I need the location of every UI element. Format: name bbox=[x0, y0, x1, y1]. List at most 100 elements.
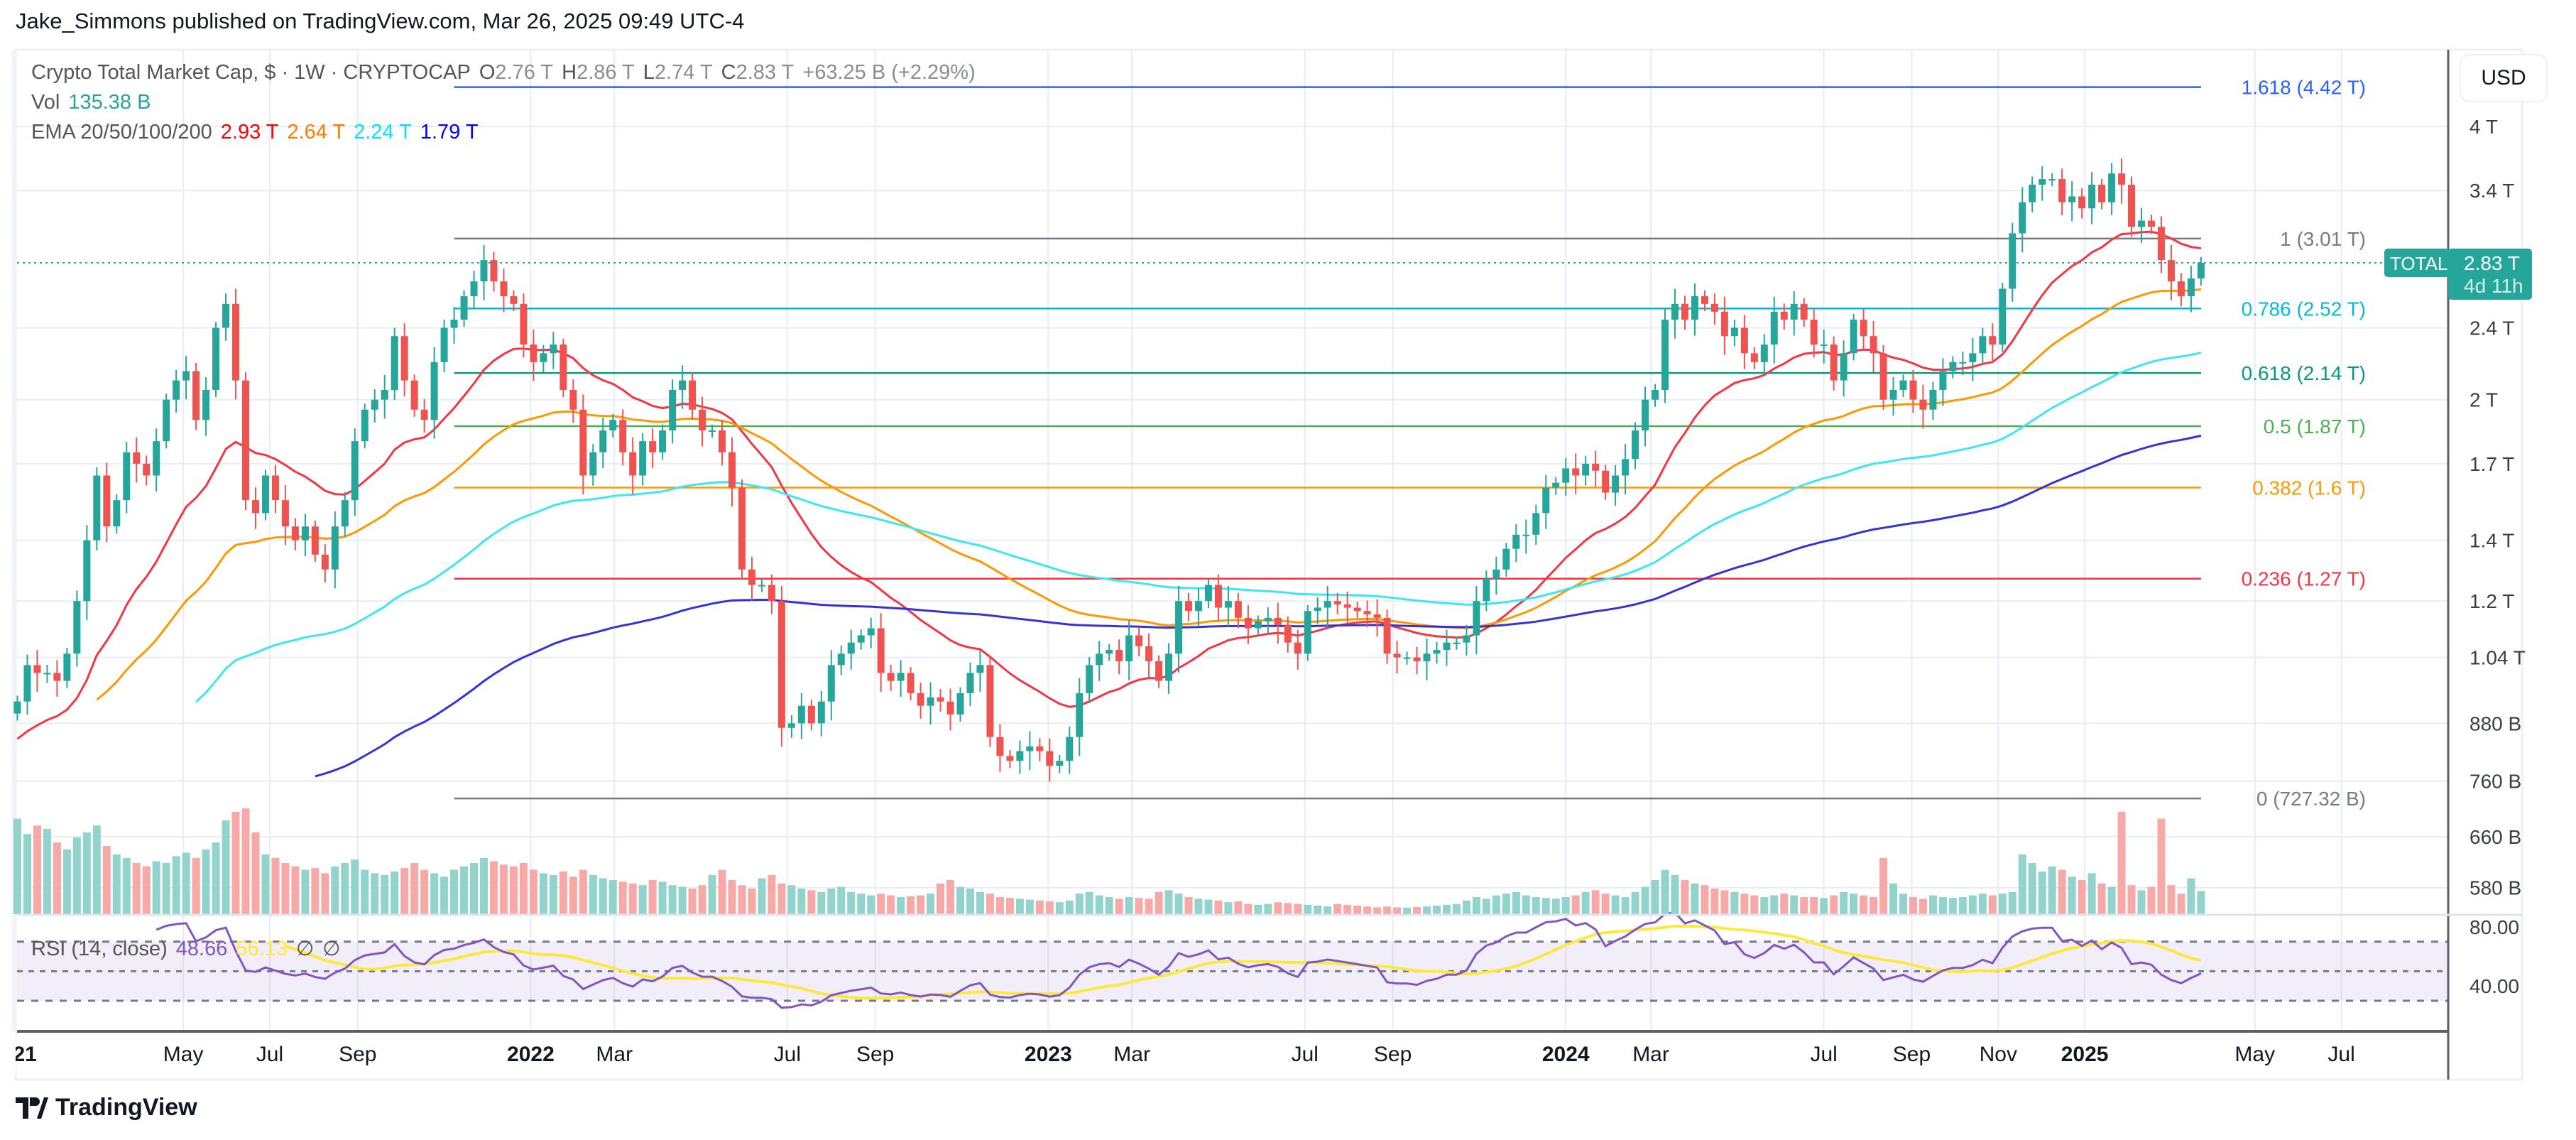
candle-body bbox=[1274, 617, 1282, 625]
volume-bar bbox=[2117, 812, 2126, 914]
candle bbox=[1234, 592, 1242, 628]
candle bbox=[2088, 172, 2096, 224]
candle-body bbox=[1522, 534, 1530, 536]
y-tick-label: 760 B bbox=[2469, 771, 2521, 793]
candle-body bbox=[1204, 585, 1212, 602]
volume-bar bbox=[162, 863, 170, 914]
candle bbox=[1760, 334, 1768, 376]
y-tick-label: 3.4 T bbox=[2469, 180, 2514, 202]
candle-body bbox=[1572, 468, 1580, 476]
candle bbox=[83, 525, 91, 620]
volume-bar bbox=[430, 873, 439, 914]
volume-bar bbox=[2157, 818, 2166, 914]
y-tick-label: 880 B bbox=[2469, 712, 2521, 734]
tradingview-logo[interactable]: TradingView bbox=[16, 1094, 197, 1122]
candle bbox=[1413, 646, 1421, 675]
rsi-ma-line bbox=[285, 924, 2202, 1000]
volume-bar bbox=[1274, 902, 1282, 914]
volume-bar bbox=[1740, 894, 1749, 914]
candle-body bbox=[261, 475, 269, 514]
candle-body bbox=[182, 371, 190, 381]
candle-body bbox=[1760, 344, 1768, 362]
candle-body bbox=[2157, 227, 2165, 261]
volume-bar bbox=[1333, 903, 1342, 914]
candle bbox=[1949, 356, 1957, 379]
candle-body bbox=[1304, 611, 1311, 654]
candle-body bbox=[2048, 179, 2056, 181]
volume-bar bbox=[1611, 895, 1620, 914]
volume-bar bbox=[2078, 880, 2086, 914]
symbol-legend[interactable]: Crypto Total Market Cap, $ · 1W · CRYPTO… bbox=[31, 61, 984, 85]
candle bbox=[599, 417, 607, 469]
candle bbox=[2177, 273, 2185, 307]
candle-body bbox=[2019, 202, 2026, 234]
volume-bar bbox=[867, 895, 875, 914]
candle-body bbox=[1036, 746, 1044, 751]
volume-bar bbox=[2197, 891, 2205, 914]
currency-button[interactable]: USD bbox=[2460, 54, 2548, 102]
volume-bar bbox=[519, 863, 528, 914]
candle-body bbox=[410, 380, 418, 410]
candle-body bbox=[797, 705, 805, 724]
candle-body bbox=[1929, 389, 1937, 410]
x-tick-label: Jul bbox=[1810, 1043, 1837, 1066]
candle-body bbox=[2137, 220, 2145, 227]
volume-bar bbox=[787, 885, 796, 914]
close-value: 2.83 T bbox=[736, 61, 795, 84]
volume-bar bbox=[1135, 898, 1143, 914]
candle-body bbox=[1264, 617, 1272, 621]
volume-legend[interactable]: Vol 135.38 B bbox=[31, 91, 159, 114]
volume-bar bbox=[261, 854, 270, 914]
rsi-ma-value: 56.13 bbox=[236, 938, 288, 960]
candle-body bbox=[2029, 185, 2036, 202]
candle-body bbox=[1671, 303, 1679, 320]
volume-bar bbox=[202, 849, 210, 914]
volume-bar bbox=[847, 891, 856, 914]
volume-bar bbox=[251, 832, 260, 914]
candle-body bbox=[1363, 611, 1371, 615]
ema-label: EMA 20/50/100/200 bbox=[31, 121, 212, 143]
candle-body bbox=[847, 642, 855, 654]
rsi-legend[interactable]: RSI (14, close) 48.66 56.13 ∅ ∅ bbox=[31, 936, 349, 961]
volume-bar bbox=[1541, 898, 1550, 914]
volume-bar bbox=[995, 897, 1004, 914]
candle bbox=[291, 518, 299, 550]
candle-body bbox=[222, 303, 230, 328]
volume-bar bbox=[1254, 904, 1262, 914]
volume-bar bbox=[658, 881, 667, 914]
fib-label-0: 0 (727.32 B) bbox=[2256, 788, 2366, 810]
volume-bar bbox=[1314, 906, 1322, 914]
candle bbox=[1006, 750, 1014, 769]
volume-bar bbox=[549, 874, 557, 914]
candle-body bbox=[1165, 653, 1173, 681]
candle bbox=[1572, 453, 1580, 495]
volume-bar bbox=[440, 876, 449, 914]
candle bbox=[966, 662, 974, 707]
ema-legend[interactable]: EMA 20/50/100/200 2.93 T 2.64 T 2.24 T 1.79 … bbox=[31, 121, 487, 144]
candle bbox=[1353, 602, 1361, 619]
volume-bar bbox=[1452, 903, 1461, 914]
candle bbox=[331, 511, 339, 589]
fib-label-0.618: 0.618 (2.14 T) bbox=[2242, 362, 2366, 384]
candle-body bbox=[281, 500, 289, 527]
candle-body bbox=[1512, 534, 1520, 549]
fib-retracement[interactable]: 1.618 (4.42 T) 1 (3.01 T) 0.786 (2.52 T) 0.… bbox=[454, 77, 2366, 810]
candle bbox=[1056, 754, 1064, 773]
volume-bar bbox=[1512, 891, 1520, 914]
candle bbox=[659, 424, 667, 460]
volume-bar bbox=[1651, 880, 1659, 914]
candle bbox=[1512, 523, 1520, 562]
candle-body bbox=[976, 665, 984, 673]
candle-body bbox=[530, 344, 537, 362]
candle-body bbox=[807, 705, 815, 724]
volume-bar bbox=[1730, 891, 1739, 914]
candle bbox=[1999, 283, 2007, 352]
volume-bar bbox=[460, 866, 469, 914]
x-tick-label: Jul bbox=[774, 1043, 801, 1066]
volume-bar bbox=[1601, 894, 1610, 914]
candle bbox=[1314, 597, 1321, 624]
candle-body bbox=[599, 430, 607, 452]
volume-bar bbox=[480, 857, 489, 914]
candle bbox=[857, 629, 865, 650]
